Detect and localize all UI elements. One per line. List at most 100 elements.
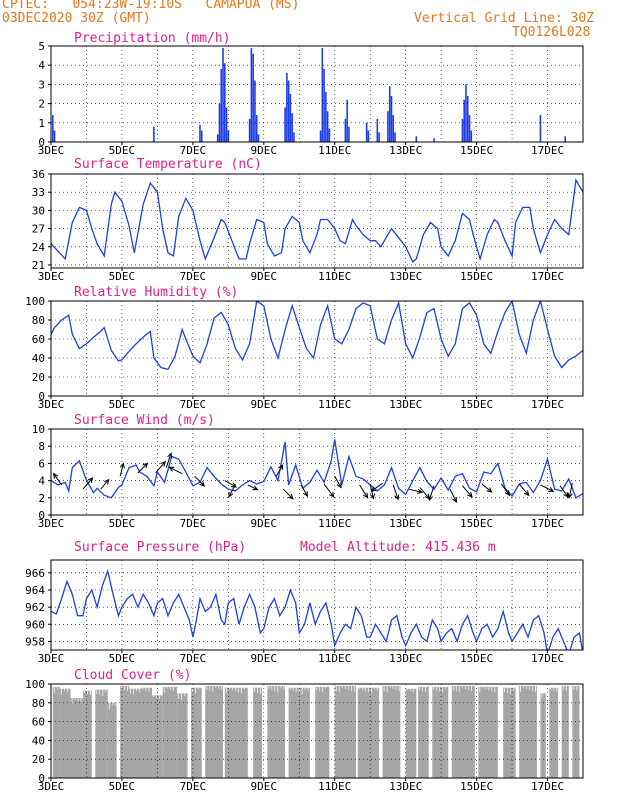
wind-arrow-head bbox=[303, 491, 309, 498]
y-tick-label: 8 bbox=[38, 440, 45, 453]
y-tick-label: 100 bbox=[25, 678, 45, 691]
y-tick-label: 10 bbox=[32, 423, 45, 436]
y-tick-label: 5 bbox=[38, 40, 45, 53]
y-tick-label: 40 bbox=[32, 734, 45, 747]
wind-arrow bbox=[559, 485, 569, 498]
y-tick-label: 33 bbox=[32, 186, 45, 199]
cloud-block bbox=[107, 702, 117, 778]
precip-bar bbox=[291, 113, 293, 142]
x-tick-label: 7DEC bbox=[180, 517, 207, 530]
precip-bar bbox=[220, 69, 223, 142]
x-tick-label: 5DEC bbox=[109, 780, 136, 793]
precip-bar bbox=[468, 115, 471, 142]
cloud-block bbox=[519, 685, 537, 778]
cloud-block bbox=[176, 693, 188, 778]
wind-arrow-head bbox=[563, 491, 569, 498]
y-tick-label: 962 bbox=[25, 601, 45, 614]
y-tick-label: 958 bbox=[25, 635, 45, 648]
cloud-block bbox=[253, 687, 263, 778]
wind-arrow bbox=[119, 463, 124, 477]
x-tick-label: 3DEC bbox=[38, 780, 65, 793]
wind-arrow bbox=[392, 484, 399, 500]
y-tick-label: 27 bbox=[32, 223, 45, 236]
wind-arrow-head bbox=[167, 452, 173, 459]
x-tick-label: 7DEC bbox=[180, 780, 207, 793]
precip-bar bbox=[287, 80, 290, 142]
wind-arrow-head bbox=[467, 491, 473, 498]
x-tick-label: 7DEC bbox=[180, 398, 207, 411]
wind-arrow-head bbox=[228, 491, 234, 498]
precip-bar bbox=[323, 69, 325, 142]
precip-bar bbox=[346, 99, 348, 142]
precip-bar bbox=[564, 136, 567, 142]
cloud-block bbox=[451, 685, 475, 778]
x-tick-label: 15DEC bbox=[460, 270, 493, 283]
panel-frame bbox=[50, 45, 584, 143]
x-tick-label: 11DEC bbox=[318, 270, 351, 283]
cloud-block bbox=[52, 686, 60, 778]
precip-bar bbox=[222, 47, 224, 142]
cloud-block bbox=[549, 687, 559, 778]
x-tick-label: 7DEC bbox=[180, 652, 207, 665]
y-tick-label: 0 bbox=[38, 390, 45, 403]
x-tick-label: 11DEC bbox=[318, 652, 351, 665]
wind-arrow-head bbox=[548, 487, 555, 492]
wind-arrow bbox=[169, 466, 183, 475]
precip-bar bbox=[390, 95, 393, 142]
panel-title: Surface Wind (m/s) bbox=[74, 413, 215, 428]
wind-arrow-head bbox=[486, 487, 493, 493]
precip-bar bbox=[461, 118, 464, 142]
x-tick-label: 15DEC bbox=[460, 398, 493, 411]
precip-bar bbox=[216, 134, 219, 142]
cloud-block bbox=[418, 686, 429, 778]
wind-arrow-head bbox=[452, 496, 457, 504]
precip-bar bbox=[252, 53, 254, 142]
precip-bar bbox=[319, 130, 322, 142]
panel-frame bbox=[50, 559, 584, 651]
wind-arrow-head bbox=[329, 491, 335, 498]
precip-bar bbox=[415, 136, 418, 142]
y-tick-label: 966 bbox=[25, 567, 45, 580]
cloud-block bbox=[59, 688, 71, 778]
x-tick-label: 3DEC bbox=[38, 652, 65, 665]
panel-title: Surface Pressure (hPa) bbox=[74, 540, 246, 555]
precip-bar bbox=[463, 99, 465, 142]
x-tick-label: 11DEC bbox=[318, 398, 351, 411]
wind-arrow bbox=[334, 476, 342, 488]
cloud-block bbox=[162, 686, 177, 778]
x-tick-label: 5DEC bbox=[109, 652, 136, 665]
cloud-block bbox=[141, 687, 153, 778]
precip-bar bbox=[321, 47, 324, 142]
x-tick-label: 9DEC bbox=[251, 270, 278, 283]
cloud-block bbox=[503, 687, 516, 778]
panel-1: 0 1 2 3 4 5 3DEC 5DEC 7DEC 9DEC 11DEC 13DEC 15DEC 17D… bbox=[38, 40, 584, 157]
wind-arrow-head bbox=[103, 478, 110, 485]
cloud-block bbox=[267, 685, 286, 778]
cloud-block bbox=[382, 685, 401, 778]
series-line bbox=[51, 439, 583, 499]
panel-4: 0 2 4 6 8 10 3DEC 5DEC 7DEC 9DEC 11DEC 13DEC 15DEC 17… bbox=[32, 423, 584, 530]
wind-arrow-head bbox=[369, 493, 376, 500]
x-tick-label: 7DEC bbox=[180, 270, 207, 283]
x-tick-label: 9DEC bbox=[251, 144, 278, 157]
x-tick-label: 13DEC bbox=[389, 652, 422, 665]
cloud-block bbox=[120, 685, 130, 778]
y-tick-label: 60 bbox=[32, 333, 45, 346]
wind-arrow-head bbox=[417, 488, 424, 494]
wind-arrow bbox=[155, 461, 166, 474]
precip-bar bbox=[326, 111, 329, 142]
precip-bar bbox=[348, 126, 350, 142]
x-tick-label: 9DEC bbox=[251, 398, 278, 411]
precip-bar bbox=[325, 92, 327, 142]
wind-arrow bbox=[501, 483, 510, 496]
cloud-block bbox=[540, 693, 546, 778]
cloud-block bbox=[70, 698, 83, 778]
wind-arrow-head bbox=[278, 464, 284, 471]
precip-bar bbox=[225, 107, 228, 142]
x-tick-label: 5DEC bbox=[109, 398, 136, 411]
x-tick-label: 5DEC bbox=[109, 144, 136, 157]
wind-arrow bbox=[419, 487, 430, 500]
wind-arrow-head bbox=[363, 492, 369, 499]
x-tick-label: 13DEC bbox=[389, 270, 422, 283]
wind-arrow bbox=[165, 453, 172, 468]
